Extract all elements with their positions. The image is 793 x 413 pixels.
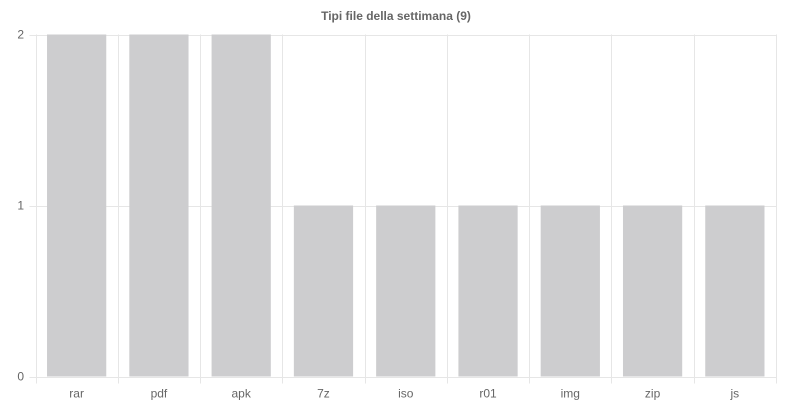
bar [211,34,271,377]
x-tick-label: zip [645,387,661,401]
y-tick-label: 0 [17,370,24,384]
bar [129,34,189,377]
bar [47,34,107,377]
y-tick-label: 2 [17,28,24,42]
bar [622,205,683,377]
chart-title: Tipi file della settimana (9) [321,9,471,23]
x-tick-label: js [730,387,740,401]
x-tick-label: 7z [317,387,330,401]
bar [376,205,436,377]
bar [540,205,600,377]
bar [458,205,518,377]
x-tick-label: img [561,387,580,401]
bar [705,205,765,377]
x-tick-label: apk [232,387,252,401]
x-tick-label: pdf [151,387,168,401]
y-tick-label: 1 [17,199,24,213]
x-tick-label: rar [69,387,84,401]
x-tick-label: iso [398,387,414,401]
bar [293,205,354,377]
x-tick-label: r01 [479,387,497,401]
